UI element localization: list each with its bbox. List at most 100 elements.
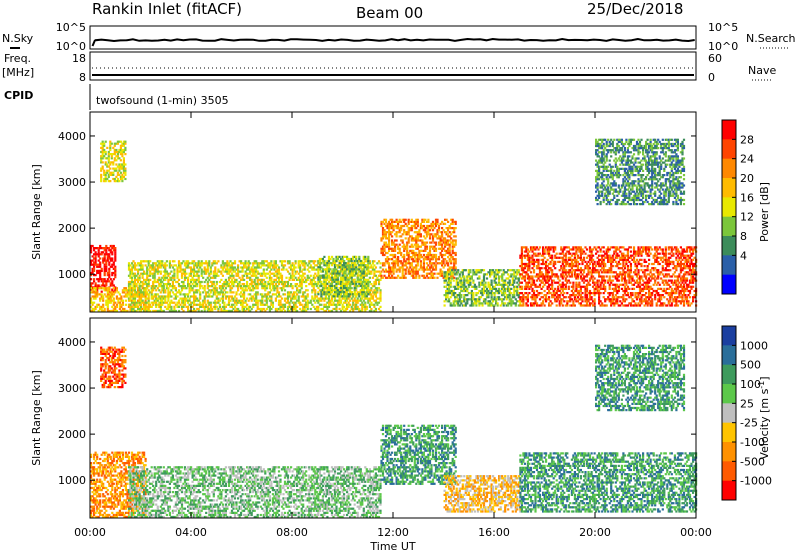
heatmap-cell: [535, 289, 539, 293]
heatmap-cell: [445, 279, 448, 282]
heatmap-cell: [243, 297, 246, 300]
heatmap-cell: [103, 150, 106, 154]
heatmap-cell: [299, 264, 302, 267]
heatmap-cell: [182, 268, 185, 271]
heatmap-cell: [96, 263, 99, 266]
heatmap-cell: [124, 173, 127, 176]
heatmap-cell: [226, 309, 229, 313]
heatmap-cell: [418, 235, 421, 238]
heatmap-cell: [108, 263, 111, 266]
heatmap-cell: [473, 273, 476, 276]
heatmap-cell: [392, 262, 395, 265]
heatmap-cell: [256, 307, 259, 311]
heatmap-cell: [185, 272, 188, 275]
heatmap-cell: [118, 173, 121, 176]
heatmap-cell: [100, 287, 103, 290]
heatmap-cell: [531, 258, 534, 261]
heatmap-cell: [235, 293, 238, 296]
heatmap-cell: [346, 284, 349, 287]
heatmap-cell: [214, 303, 217, 306]
heatmap-cell: [152, 303, 155, 306]
heatmap-cell: [451, 269, 454, 272]
heatmap-cell: [255, 303, 258, 306]
heatmap-cell: [133, 280, 137, 284]
heatmap-cell: [444, 264, 447, 267]
heatmap-cell: [187, 260, 190, 263]
heatmap-cell: [401, 224, 404, 228]
heatmap-cell: [317, 297, 320, 300]
heatmap-cell: [112, 173, 115, 176]
heatmap-cell: [451, 271, 454, 274]
heatmap-cell: [206, 280, 209, 284]
heatmap-cell: [453, 264, 456, 267]
heatmap-cell: [294, 285, 297, 288]
heatmap-cell: [321, 283, 324, 286]
heatmap-cell: [133, 299, 137, 302]
heatmap-cell: [427, 231, 430, 234]
heatmap-cell: [415, 235, 418, 238]
heatmap-cell: [197, 309, 200, 313]
heatmap-cell: [209, 295, 212, 298]
heatmap-cell: [404, 262, 407, 265]
heatmap-cell: [341, 297, 344, 300]
heatmap-cell: [101, 161, 104, 164]
heatmap-cell: [290, 299, 293, 302]
heatmap-cell: [336, 301, 340, 304]
heatmap-cell: [501, 275, 504, 278]
heatmap-cell: [255, 299, 258, 302]
heatmap-cell: [206, 291, 209, 294]
heatmap-cell: [191, 270, 194, 273]
heatmap-cell: [391, 276, 394, 279]
heatmap-cell: [513, 269, 516, 272]
heatmap-cell: [413, 253, 416, 257]
heatmap-cell: [220, 266, 223, 269]
heatmap-cell: [296, 287, 299, 290]
heatmap-cell: [427, 253, 430, 257]
heatmap-cell: [265, 297, 268, 300]
heatmap-cell: [346, 262, 349, 265]
heatmap-cell: [442, 241, 445, 244]
heatmap-cell: [424, 241, 427, 244]
heatmap-cell: [373, 283, 376, 286]
heatmap-cell: [171, 283, 174, 286]
heatmap-cell: [447, 229, 450, 232]
heatmap-cell: [152, 283, 155, 286]
heatmap-cell: [489, 271, 492, 274]
heatmap-cell: [138, 264, 141, 267]
heatmap-cell: [397, 260, 400, 263]
heatmap-cell: [199, 293, 202, 296]
heatmap-cell: [447, 247, 450, 250]
heatmap-cell: [226, 266, 229, 269]
heatmap-cell: [99, 299, 102, 302]
heatmap-cell: [422, 220, 425, 223]
heatmap-cell: [306, 307, 309, 311]
heatmap-cell: [286, 270, 290, 273]
heatmap-cell: [215, 297, 218, 300]
heatmap-cell: [203, 289, 206, 292]
heatmap-cell: [153, 276, 156, 279]
heatmap-cell: [327, 274, 331, 277]
heatmap-cell: [548, 248, 551, 251]
heatmap-cell: [444, 245, 447, 248]
heatmap-cell: [545, 271, 548, 274]
heatmap-cell: [196, 285, 199, 288]
heatmap-cell: [507, 302, 510, 305]
heatmap-cell: [91, 282, 94, 285]
heatmap-cell: [443, 279, 446, 282]
heatmap-cell: [381, 251, 385, 255]
heatmap-cell: [187, 309, 190, 313]
heatmap-cell: [171, 287, 174, 290]
heatmap-cell: [167, 278, 170, 281]
heatmap-cell: [243, 285, 246, 288]
heatmap-cell: [144, 291, 147, 294]
heatmap-cell: [100, 251, 103, 254]
heatmap-cell: [173, 305, 176, 308]
heatmap-cell: [135, 283, 138, 286]
heatmap-cell: [282, 260, 285, 263]
heatmap-cell: [493, 281, 496, 284]
heatmap-cell: [262, 264, 265, 267]
heatmap-cell: [370, 266, 373, 269]
heatmap-cell: [291, 307, 294, 311]
heatmap-cell: [165, 272, 168, 275]
heatmap-cell: [445, 298, 448, 301]
